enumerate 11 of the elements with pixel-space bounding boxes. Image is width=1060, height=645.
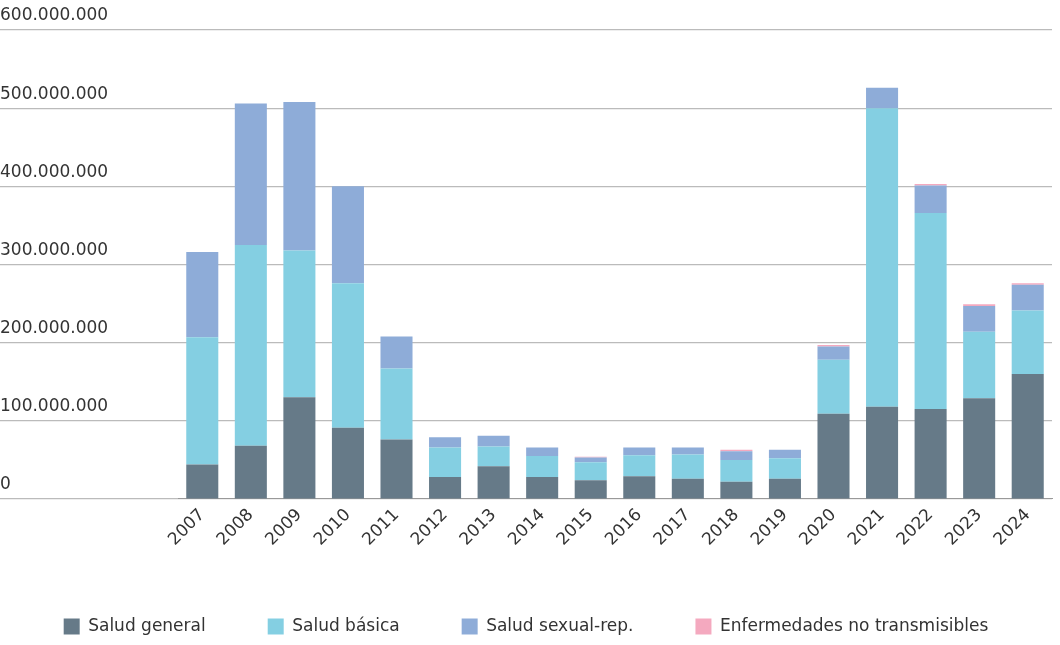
y-tick-label: 0 — [0, 473, 11, 494]
legend-label: Salud general — [88, 614, 206, 635]
y-tick-label: 500.000.000 — [0, 82, 109, 103]
y-tick-label: 300.000.000 — [0, 238, 109, 259]
legend-label: Salud sexual-rep. — [486, 614, 634, 635]
y-tick-label: 200.000.000 — [0, 317, 109, 338]
legend-label: Enfermedades no transmisibles — [719, 614, 989, 635]
y-tick-label: 100.000.000 — [0, 395, 109, 416]
legend-label: Salud básica — [292, 614, 400, 635]
y-tick-label: 600.000.000 — [0, 4, 109, 25]
y-tick-label: 400.000.000 — [0, 160, 109, 181]
